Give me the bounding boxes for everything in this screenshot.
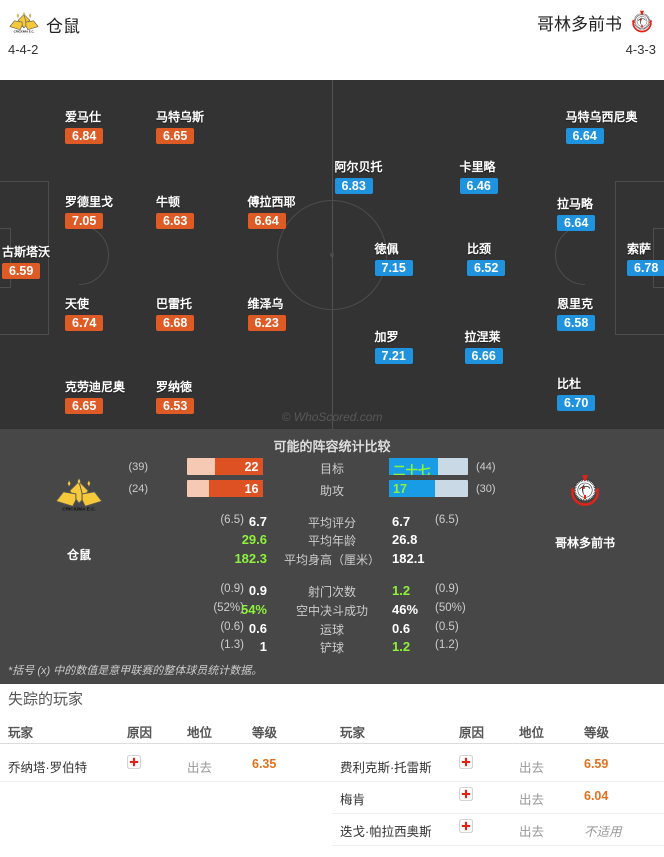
svg-text:CRICIÚMA E.C.: CRICIÚMA E.C. <box>62 506 95 512</box>
svg-text:CRICIÚMA E.C.: CRICIÚMA E.C. <box>14 28 35 33</box>
